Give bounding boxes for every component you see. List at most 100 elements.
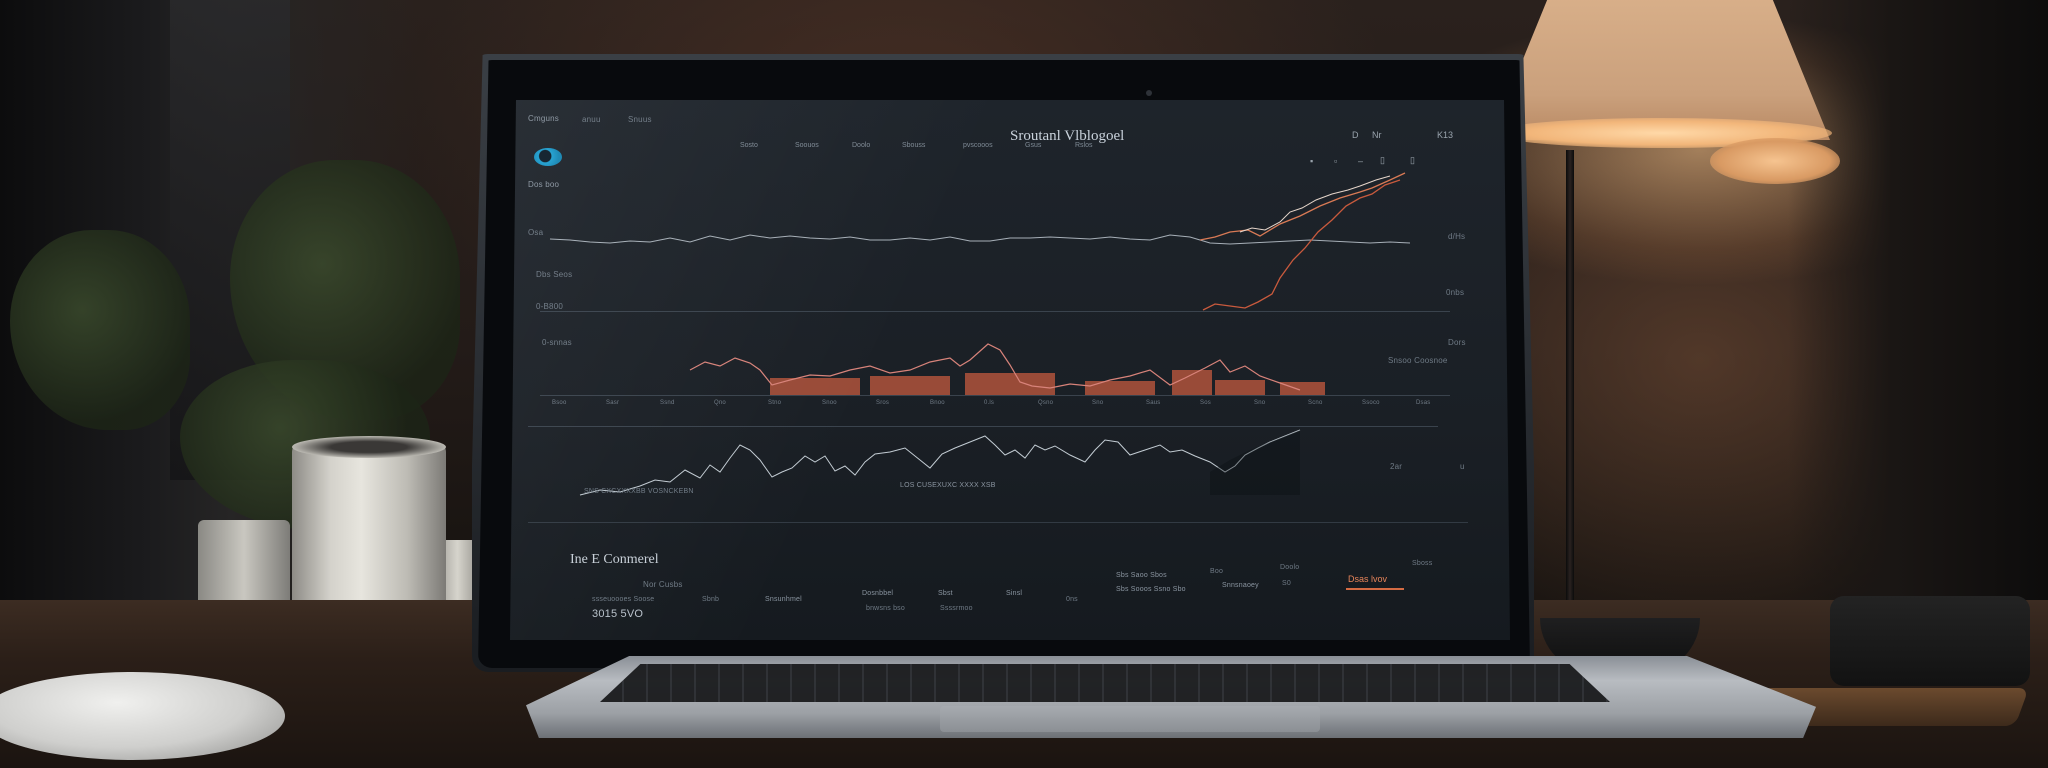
lamp-bulb-glow xyxy=(1710,138,1840,184)
right-label-1: d/Hs xyxy=(1448,232,1466,241)
chart2-line xyxy=(689,343,1301,391)
mug-rim xyxy=(292,436,446,458)
bar-group-5 xyxy=(1172,370,1212,395)
panel1-label: Dos boo xyxy=(528,180,560,189)
nav-item-3[interactable]: Doolo xyxy=(852,142,871,149)
laptop-keyboard xyxy=(600,664,1610,702)
bar-group-6 xyxy=(1215,380,1265,395)
nav-item-2[interactable]: Soouos xyxy=(795,142,819,149)
right-label-2: 0nbs xyxy=(1446,288,1465,297)
x-tick: Sasr xyxy=(606,400,620,406)
axis-label-4: 0-snnas xyxy=(542,338,572,347)
grid-icon[interactable]: ▪ xyxy=(1310,156,1314,166)
chart1-spike-light xyxy=(1239,175,1391,233)
laptop-trackpad xyxy=(940,706,1320,732)
chart2-baseline xyxy=(540,395,1450,396)
bottom-section-title: Ine E Conmerel xyxy=(570,552,659,567)
metric-label: 0ns xyxy=(1066,596,1078,603)
metric-label: Dosnbbel xyxy=(862,590,894,597)
axis-label-1: Osa xyxy=(528,228,544,237)
section-divider xyxy=(528,522,1468,523)
settings-icon[interactable]: D xyxy=(1352,130,1359,140)
chart3-caption-left: SNS CXCXXXXBB VOSNCKEBN xyxy=(584,488,694,495)
x-tick: 0.ls xyxy=(984,400,995,406)
x-tick: Ssnd xyxy=(660,400,675,406)
metric-label: bnwsns bso xyxy=(866,605,905,612)
metric-label: Sbnb xyxy=(702,596,720,603)
right-label-3: Dors xyxy=(1448,338,1466,347)
notification-icon[interactable]: Nr xyxy=(1372,130,1382,140)
chart3-area xyxy=(1210,430,1300,495)
x-tick: Sros xyxy=(876,400,890,406)
bottom-subtitle: Nor Cusbs xyxy=(643,580,683,589)
computer-mouse xyxy=(0,672,285,760)
lamp-shade xyxy=(1490,0,1830,140)
chart3-top-rule xyxy=(528,426,1438,427)
webcam-icon xyxy=(1146,90,1152,96)
dark-corner xyxy=(1788,0,2048,640)
x-tick: Scno xyxy=(1308,400,1323,406)
highlight-value[interactable]: Dsas lvov xyxy=(1348,574,1388,584)
chart2-bars xyxy=(770,370,1325,395)
x-tick: Sno xyxy=(1254,400,1266,406)
bar-group-2 xyxy=(870,376,950,395)
bar-group-1 xyxy=(770,378,860,395)
bar-group-7 xyxy=(1280,382,1325,395)
top-tab-2[interactable]: Snuus xyxy=(628,115,652,124)
metric-label: Snsunhmel xyxy=(765,596,802,603)
top-tab-1[interactable]: anuu xyxy=(582,115,601,124)
metric-label: Snnsnaoey xyxy=(1222,582,1259,589)
chart1-spike-red xyxy=(1202,179,1401,311)
x-tick: Sno xyxy=(1092,400,1104,406)
x-tick: Sos xyxy=(1200,400,1211,406)
phone-icon[interactable]: ▯ xyxy=(1410,155,1415,165)
nav-item-6[interactable]: Gsus xyxy=(1025,142,1042,149)
metric-label: Ssssrmoo xyxy=(940,605,973,612)
x-tick: Qsno xyxy=(1038,400,1054,406)
metric-label: Doolo xyxy=(1280,564,1300,571)
nav-item-4[interactable]: Sbouss xyxy=(902,142,926,149)
dark-container xyxy=(1830,596,2030,686)
chart3-right-label-2: u xyxy=(1460,462,1465,471)
chart-graphics xyxy=(549,172,1411,496)
plant-left xyxy=(10,230,190,430)
metric-label: Sbs Sooos Ssno Sbo xyxy=(1116,586,1186,593)
metric-label: Boo xyxy=(1210,568,1224,575)
chart1-upper-red xyxy=(1199,172,1406,241)
metric-label: Sboss xyxy=(1412,560,1433,567)
x-tick: Dsas xyxy=(1416,400,1431,406)
x-tick: Saus xyxy=(1146,400,1161,406)
x-tick: Bnoo xyxy=(930,400,945,406)
chart3-caption-mid: LOS CUSEXUXC XXXX XSB xyxy=(900,482,996,489)
metric-value: 3015 5VO xyxy=(592,608,644,620)
chart3-right-label-1: 2ar xyxy=(1390,462,1403,471)
x-tick: Qno xyxy=(714,400,726,406)
metric-label: ssseuoooes Soose xyxy=(592,596,655,603)
x-tick: Ssoco xyxy=(1362,400,1380,406)
logo-icon xyxy=(534,148,562,166)
metric-label: Sbst xyxy=(938,590,953,597)
x-tick: Stno xyxy=(768,400,782,406)
bar-group-3 xyxy=(965,373,1055,395)
bar-group-4 xyxy=(1085,381,1155,395)
nav-item-7[interactable]: Rslos xyxy=(1075,142,1093,149)
dashboard-title: Sroutanl Vlblogoel xyxy=(1010,128,1125,144)
nav-item-5[interactable]: pvscooos xyxy=(963,142,993,149)
x-tick: Snoo xyxy=(822,400,837,406)
x-tick: Bsoo xyxy=(552,400,567,406)
minus-icon[interactable]: – xyxy=(1358,156,1364,166)
clock-readout: K13 xyxy=(1437,130,1454,140)
chart3-line xyxy=(579,429,1301,496)
metric-label: Sbs Saoo Sbos xyxy=(1116,572,1167,579)
metric-label: S0 xyxy=(1282,580,1291,587)
axis-label-2: Dbs Seos xyxy=(536,270,573,279)
nav-item-1[interactable]: Sosto xyxy=(740,142,758,149)
laptop-screen: Cmguns anuu Snuus Sroutanl Vlblogoel D N… xyxy=(510,100,1510,640)
chart1-baseline xyxy=(540,311,1450,312)
metric-label: Sinsl xyxy=(1006,590,1023,597)
app-name: Cmguns xyxy=(528,114,559,123)
filter-icon[interactable]: ▫ xyxy=(1334,156,1338,166)
document-icon[interactable]: ▯ xyxy=(1380,155,1385,165)
axis-label-3: 0-B800 xyxy=(536,302,563,311)
